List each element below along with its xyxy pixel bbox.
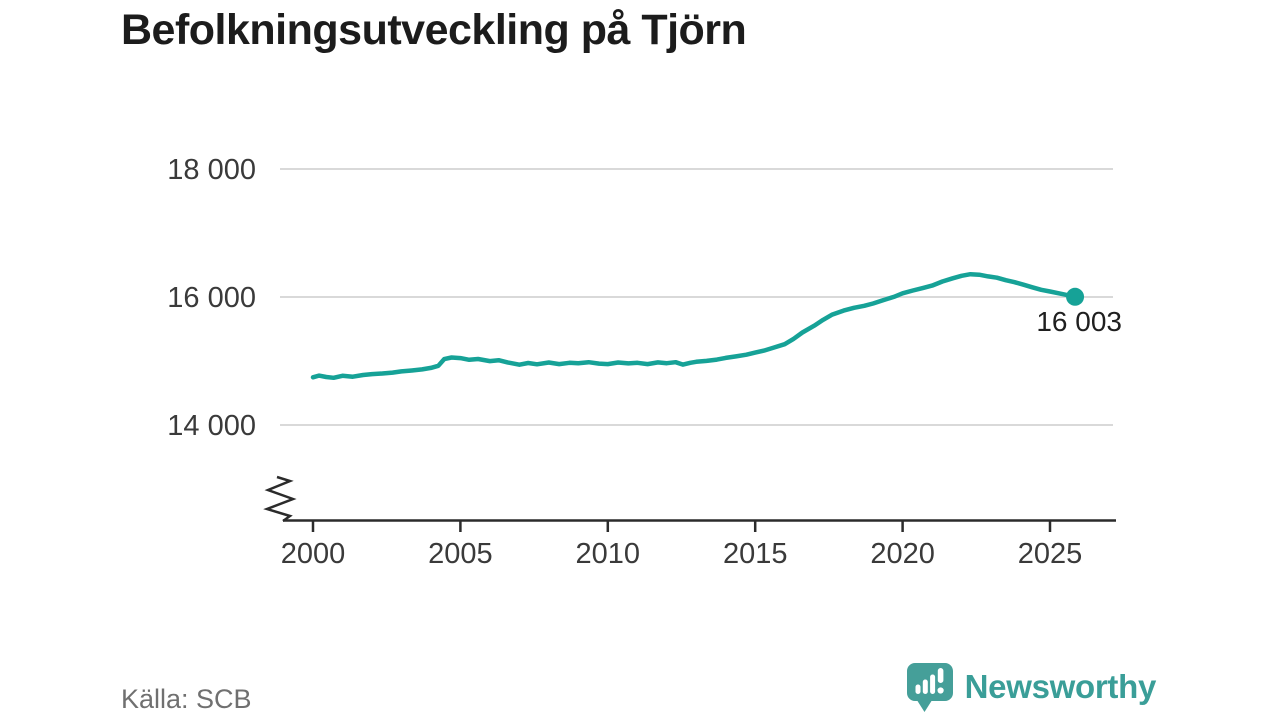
population-line — [310, 271, 1078, 381]
y-axis-tick-label: 18 000 — [167, 154, 256, 186]
y-axis-tick-label: 16 000 — [167, 282, 256, 314]
x-axis-tick-label: 2020 — [870, 538, 935, 570]
newsworthy-logo-icon — [906, 663, 953, 712]
x-axis-tick-label: 2000 — [281, 538, 346, 570]
x-axis-tick-label: 2015 — [723, 538, 788, 570]
last-point-marker — [1066, 287, 1085, 306]
brand-name: Newsworthy — [964, 668, 1157, 705]
x-axis-tick-label: 2005 — [428, 538, 493, 570]
chart-title: Befolkningsutveckling på Tjörn — [121, 6, 747, 54]
x-axis-tick-label: 2010 — [576, 538, 641, 570]
last-point-value-label: 16 003 — [1036, 306, 1122, 337]
x-axis-tick-label: 2025 — [1018, 538, 1083, 570]
source-label: Källa: SCB — [121, 684, 252, 714]
axis-break-icon — [263, 475, 297, 523]
y-axis-tick-label: 14 000 — [167, 410, 256, 442]
brand-logo: Newsworthy — [906, 661, 1156, 713]
